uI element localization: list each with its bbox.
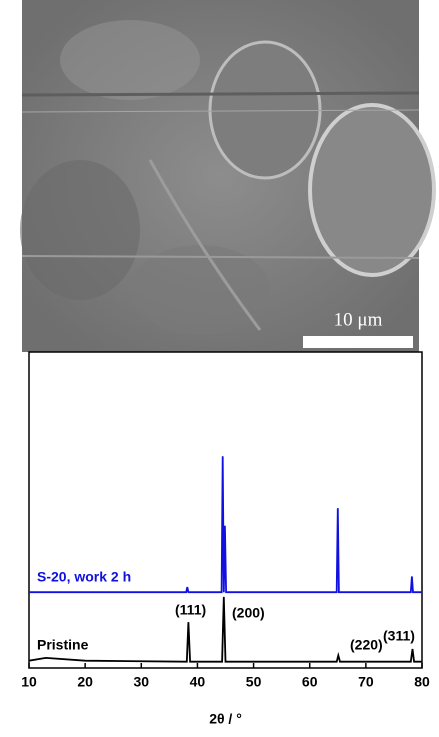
x-tick-label: 40 [190,674,206,690]
x-axis-label: 2θ / ° [209,711,242,727]
x-tick-label: 30 [133,674,149,690]
peak-label: (220) [350,637,383,653]
x-tick-label: 20 [77,674,93,690]
series-label: Pristine [37,637,89,653]
scale-bar-label: 10 μm [334,309,383,330]
x-tick-label: 50 [246,674,262,690]
x-tick-label: 10 [21,674,37,690]
x-tick-label: 70 [358,674,374,690]
series-label: S-20, work 2 h [37,569,131,585]
peak-label: (311) [383,628,415,644]
x-tick-label: 60 [302,674,318,690]
peak-label: (200) [232,605,265,621]
peak-label: (111) [175,602,206,618]
xrd-chart: 10 20 30 40 50 60 70 80 2θ / ° S-20, work 2 h Pris… [21,352,430,727]
figure: 10 μm 10 20 30 40 50 60 70 80 2θ / ° S-20, work 2… [0,0,439,737]
sem-image: 10 μm [20,0,434,352]
x-tick-label: 80 [414,674,430,690]
